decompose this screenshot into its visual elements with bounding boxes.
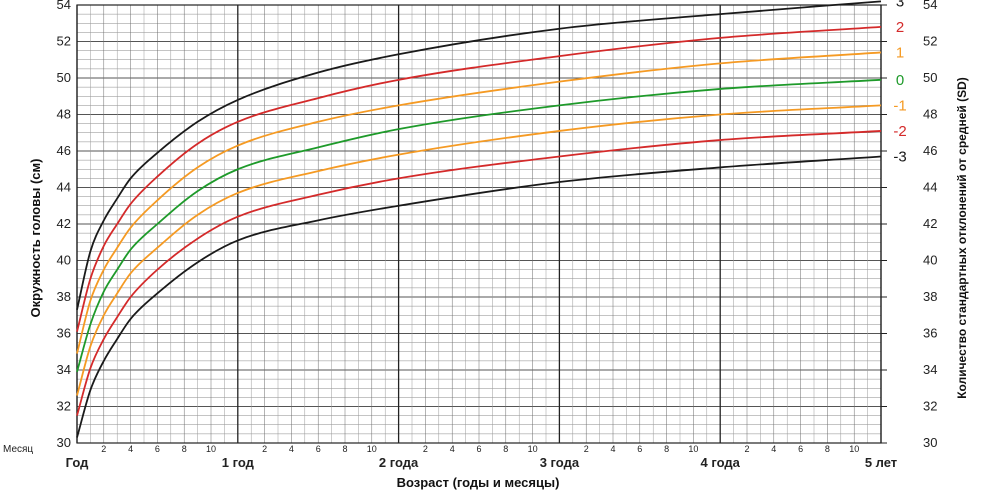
- y-tick-label-left: 50: [57, 70, 71, 85]
- x-year-label: 5 лет: [865, 455, 897, 470]
- chart-series: [76, 0, 882, 438]
- y-tick-label-left: 36: [57, 326, 71, 341]
- y-tick-label-right: 30: [923, 435, 937, 450]
- y-tick-label-left: 40: [57, 253, 71, 268]
- x-month-tick-label: 2: [744, 444, 749, 454]
- x-month-tick-label: 6: [316, 444, 321, 454]
- x-axis-title: Возраст (годы и месяцы): [397, 475, 560, 490]
- y-tick-label-left: 44: [57, 180, 71, 195]
- y-tick-label-right: 38: [923, 289, 937, 304]
- sd-curve-1: [76, 51, 882, 354]
- x-month-tick-label: 2: [423, 444, 428, 454]
- y-tick-label-left: 42: [57, 216, 71, 231]
- y-tick-label-right: 50: [923, 70, 937, 85]
- y-tick-label-left: 34: [57, 362, 71, 377]
- sd-label--3: -3: [893, 148, 906, 165]
- y-tick-label-right: 42: [923, 216, 937, 231]
- y-tick-label-right: 52: [923, 34, 937, 49]
- sd-curve-2: [76, 26, 882, 332]
- sd-curve--2: [76, 130, 882, 416]
- y-tick-label-right: 54: [923, 0, 937, 12]
- x-month-tick-label: 8: [664, 444, 669, 454]
- x-year-label: Год: [66, 455, 89, 470]
- x-month-tick-label: 4: [610, 444, 615, 454]
- x-year-label: 1 год: [222, 455, 255, 470]
- y-tick-label-right: 32: [923, 399, 937, 414]
- chart-grid: [76, 4, 882, 444]
- x-month-tick-label: 4: [289, 444, 294, 454]
- sd-curve--3: [76, 155, 882, 438]
- y-tick-label-right: 40: [923, 253, 937, 268]
- x-month-tick-label: 10: [688, 444, 698, 454]
- y-tick-label-right: 44: [923, 180, 937, 195]
- x-month-tick-label: 2: [584, 444, 589, 454]
- sd-curve-0: [76, 78, 882, 373]
- x-month-tick-label: 8: [342, 444, 347, 454]
- sd-curve-3: [76, 0, 882, 310]
- x-month-tick-label: 4: [771, 444, 776, 454]
- x-month-tick-label: 6: [798, 444, 803, 454]
- y-axis-title: Окружность головы (см): [28, 159, 43, 318]
- x-month-tick-label: 8: [503, 444, 508, 454]
- x-month-tick-label: 8: [825, 444, 830, 454]
- month-marker-label: Месяц: [3, 444, 33, 455]
- x-month-tick-label: 4: [450, 444, 455, 454]
- x-month-tick-label: 2: [262, 444, 267, 454]
- x-month-tick-label: 10: [849, 444, 859, 454]
- y-tick-label-left: 52: [57, 34, 71, 49]
- y-tick-label-right: 46: [923, 143, 937, 158]
- x-month-tick-label: 6: [476, 444, 481, 454]
- y-tick-label-left: 30: [57, 435, 71, 450]
- x-month-tick-label: 2: [101, 444, 106, 454]
- y-tick-label-left: 46: [57, 143, 71, 158]
- sd-label-3: 3: [896, 0, 904, 10]
- x-year-label: 2 года: [379, 455, 419, 470]
- y-tick-label-left: 54: [57, 0, 71, 12]
- x-year-label: 4 года: [701, 455, 741, 470]
- y-tick-label-right: 48: [923, 107, 937, 122]
- y-tick-label-left: 38: [57, 289, 71, 304]
- x-month-tick-label: 6: [637, 444, 642, 454]
- y-tick-label-right: 34: [923, 362, 937, 377]
- y-tick-label-left: 48: [57, 107, 71, 122]
- x-month-tick-label: 10: [528, 444, 538, 454]
- x-month-tick-label: 8: [182, 444, 187, 454]
- x-month-tick-label: 10: [206, 444, 216, 454]
- y-axis-right-title: Количество стандартных отклонений от сре…: [955, 77, 969, 399]
- sd-label-0: 0: [896, 72, 904, 89]
- x-year-label: 3 года: [540, 455, 580, 470]
- sd-label-2: 2: [896, 19, 904, 36]
- x-month-tick-label: 10: [367, 444, 377, 454]
- x-month-tick-label: 4: [128, 444, 133, 454]
- x-month-tick-label: 6: [155, 444, 160, 454]
- sd-label--2: -2: [893, 123, 906, 140]
- sd-label-1: 1: [896, 44, 904, 61]
- y-tick-label-left: 32: [57, 399, 71, 414]
- sd-label--1: -1: [893, 97, 906, 114]
- y-tick-label-right: 36: [923, 326, 937, 341]
- sd-curve--1: [76, 104, 882, 396]
